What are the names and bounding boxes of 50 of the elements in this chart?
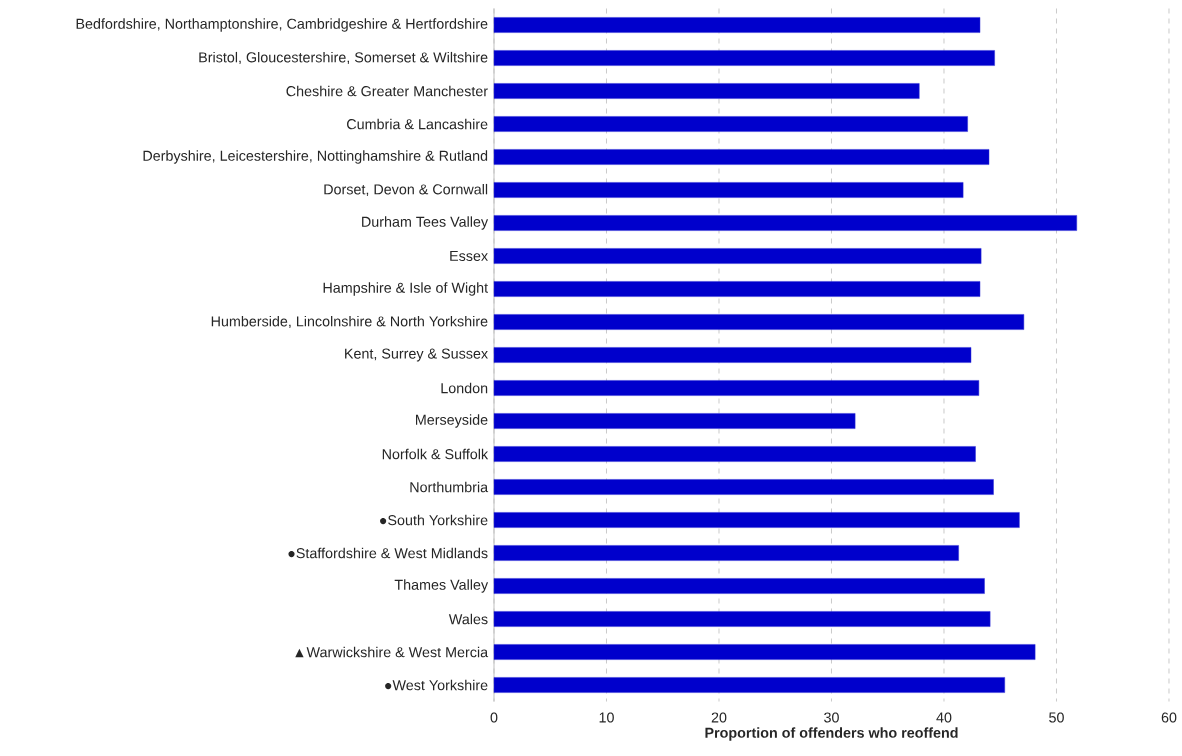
bar — [493, 611, 991, 627]
y-tick-label: Wales — [448, 613, 488, 625]
bar — [493, 50, 995, 66]
y-tick-label: ●West Yorkshire — [385, 679, 488, 691]
y-tick-label: Kent, Surrey & Sussex — [345, 348, 488, 362]
y-tick-label: Thames Valley — [394, 579, 489, 593]
y-tick-label: Humberside, Lincolnshire & North Yorkshire — [211, 315, 488, 329]
bar — [493, 17, 981, 33]
y-tick-label: Cheshire & Greater Manchester — [286, 85, 488, 97]
x-tick-label: 60 — [1161, 712, 1177, 723]
x-tick-label: 0 — [490, 712, 498, 723]
y-tick-label: Bedfordshire, Northamptonshire, Cambridgeshire & Hertfordshire — [76, 18, 488, 32]
x-tick-label: 10 — [599, 712, 614, 723]
bar — [493, 512, 1020, 528]
bar — [493, 479, 994, 495]
bar — [493, 677, 1005, 693]
bar — [493, 578, 985, 594]
y-tick-label: Dorset, Devon & Cornwall — [324, 183, 488, 197]
bar — [493, 116, 968, 132]
bar — [493, 281, 981, 297]
x-tick-label: 40 — [936, 712, 952, 723]
y-tick-label: Merseyside — [416, 414, 488, 428]
bar — [493, 149, 990, 165]
bar — [493, 380, 980, 396]
bar — [493, 182, 964, 198]
x-tick-label: 20 — [711, 712, 727, 723]
x-tick-label: 50 — [1049, 712, 1064, 723]
x-tick-label: 30 — [824, 712, 839, 723]
y-tick-label: Essex — [450, 251, 488, 261]
y-tick-label: Hampshire & Isle of Wight — [323, 282, 488, 296]
bar — [493, 83, 920, 99]
y-tick-label: Bristol, Gloucestershire, Somerset & Wiltshire — [199, 51, 488, 65]
y-tick-label: ●Staffordshire & West Midlands — [288, 547, 488, 559]
bar — [493, 215, 1077, 231]
y-tick-label: Norfolk & Suffolk — [382, 448, 489, 460]
y-tick-label: London — [441, 382, 488, 394]
y-tick-label: Derbyshire, Leicestershire, Nottinghamshire & Rutland — [143, 150, 488, 164]
bar — [493, 314, 1025, 330]
bar — [493, 248, 982, 264]
y-tick-label: ▲Warwickshire & West Mercia — [295, 646, 489, 658]
y-tick-label: ●South Yorkshire — [380, 514, 488, 526]
bar — [493, 545, 959, 561]
x-axis-title: Proportion of offenders who reoffend — [705, 727, 958, 741]
bar — [493, 413, 856, 429]
bar — [493, 644, 1036, 660]
bar — [493, 446, 976, 462]
bar — [493, 347, 972, 363]
y-tick-label: Durham Tees Valley — [362, 216, 489, 230]
y-tick-label: Northumbria — [410, 481, 489, 493]
y-tick-label: Cumbria & Lancashire — [347, 118, 488, 130]
